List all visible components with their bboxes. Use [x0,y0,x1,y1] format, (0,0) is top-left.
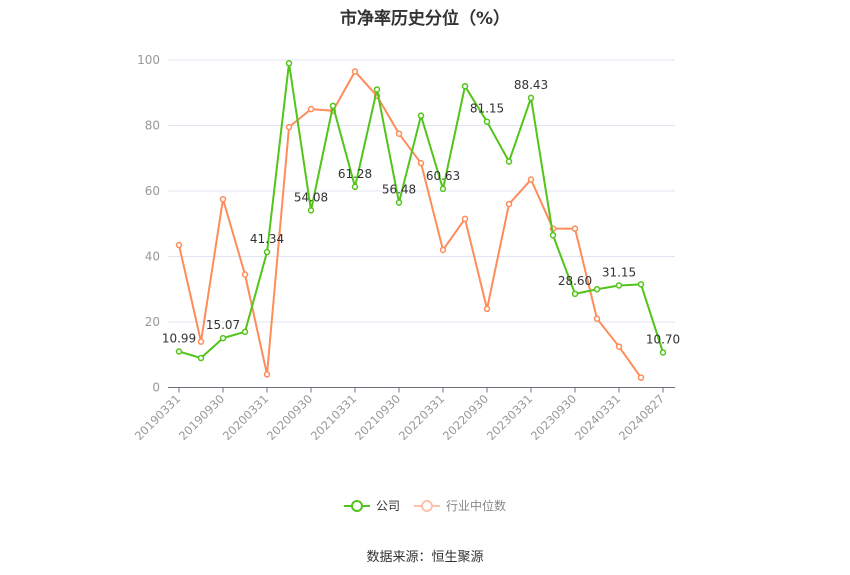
data-label: 28.60 [558,274,592,288]
data-point[interactable] [439,246,447,254]
data-point[interactable] [197,354,205,362]
x-tick-label: 20220930 [440,392,491,443]
data-point[interactable] [307,207,315,214]
data-point[interactable] [417,159,425,167]
data-label: 88.43 [514,78,548,92]
data-point[interactable] [263,371,271,378]
data-point[interactable] [175,348,183,355]
data-point[interactable] [219,334,227,342]
data-label: 10.70 [646,332,680,346]
legend-item-company[interactable]: 公司 [343,497,400,514]
x-tick-label: 20240827 [616,392,667,443]
data-point[interactable] [417,112,425,119]
data-point[interactable] [351,183,359,191]
industry-line-marker-icon [414,499,440,512]
data-label: 31.15 [602,265,636,279]
data-label: 60.63 [426,169,460,183]
data-point[interactable] [285,60,293,67]
legend-item-industry[interactable]: 行业中位数 [414,497,506,514]
data-label: 61.28 [338,167,372,181]
data-point[interactable] [637,281,645,288]
data-point[interactable] [197,338,205,345]
data-point[interactable] [285,123,293,131]
data-point[interactable] [483,305,491,313]
data-point[interactable] [329,102,337,110]
data-label: 10.99 [162,332,196,346]
y-tick-label: 0 [152,381,160,395]
x-tick-label: 20230930 [528,392,579,443]
data-point[interactable] [527,94,535,102]
data-point[interactable] [461,215,469,223]
x-tick-label: 20230331 [484,392,535,443]
y-tick-label: 60 [145,184,160,198]
data-point[interactable] [505,158,513,165]
data-point[interactable] [571,225,579,232]
data-point[interactable] [307,105,315,113]
x-tick-label: 20240331 [572,392,623,443]
data-point[interactable] [395,130,403,137]
data-point[interactable] [527,176,535,183]
data-point[interactable] [483,118,491,125]
data-point[interactable] [593,315,601,322]
x-tick-label: 20190930 [176,392,227,443]
data-label: 41.34 [250,232,284,246]
data-point[interactable] [241,271,249,278]
data-point[interactable] [505,200,513,208]
data-point[interactable] [571,290,579,298]
line-chart: 0 20 40 60 80 100 2019033120190930202003312020… [132,53,680,443]
x-tick-label: 20190331 [132,392,183,443]
x-tick-label: 20220331 [396,392,447,443]
data-point[interactable] [395,199,403,206]
data-label: 15.07 [206,318,240,332]
x-tick-label: 20200331 [220,392,271,443]
legend: 公司 行业中位数 [0,497,850,514]
data-point[interactable] [593,286,601,293]
y-tick-label: 20 [145,315,160,329]
data-point[interactable] [659,349,667,356]
company-series-line [178,62,664,360]
data-point[interactable] [615,343,623,350]
data-label: 56.48 [382,183,416,197]
data-label: 81.15 [470,102,504,116]
chart-title: 市净率历史分位（%） [339,9,511,29]
x-tick-label: 20210930 [352,392,403,443]
data-point[interactable] [263,248,271,256]
industry-series-line [178,70,642,379]
legend-label-company: 公司 [375,499,400,513]
y-tick-label: 80 [145,119,160,133]
data-point[interactable] [461,82,469,90]
data-label: 54.08 [294,190,328,204]
data-point[interactable] [615,282,623,289]
data-point[interactable] [219,195,227,203]
data-point[interactable] [637,374,645,381]
data-point[interactable] [439,185,447,193]
data-source: 数据来源：恒生聚源 [366,550,484,565]
x-tick-label: 20200930 [264,392,315,443]
data-point[interactable] [351,68,359,75]
data-point[interactable] [175,241,183,249]
data-point[interactable] [373,86,381,93]
legend-label-industry: 行业中位数 [446,499,507,513]
y-tick-label: 40 [145,250,160,264]
data-point[interactable] [241,328,249,336]
x-tick-label: 20210331 [308,392,359,443]
y-tick-label: 100 [137,53,160,67]
company-line-marker-icon [343,499,370,512]
data-point[interactable] [549,231,557,239]
